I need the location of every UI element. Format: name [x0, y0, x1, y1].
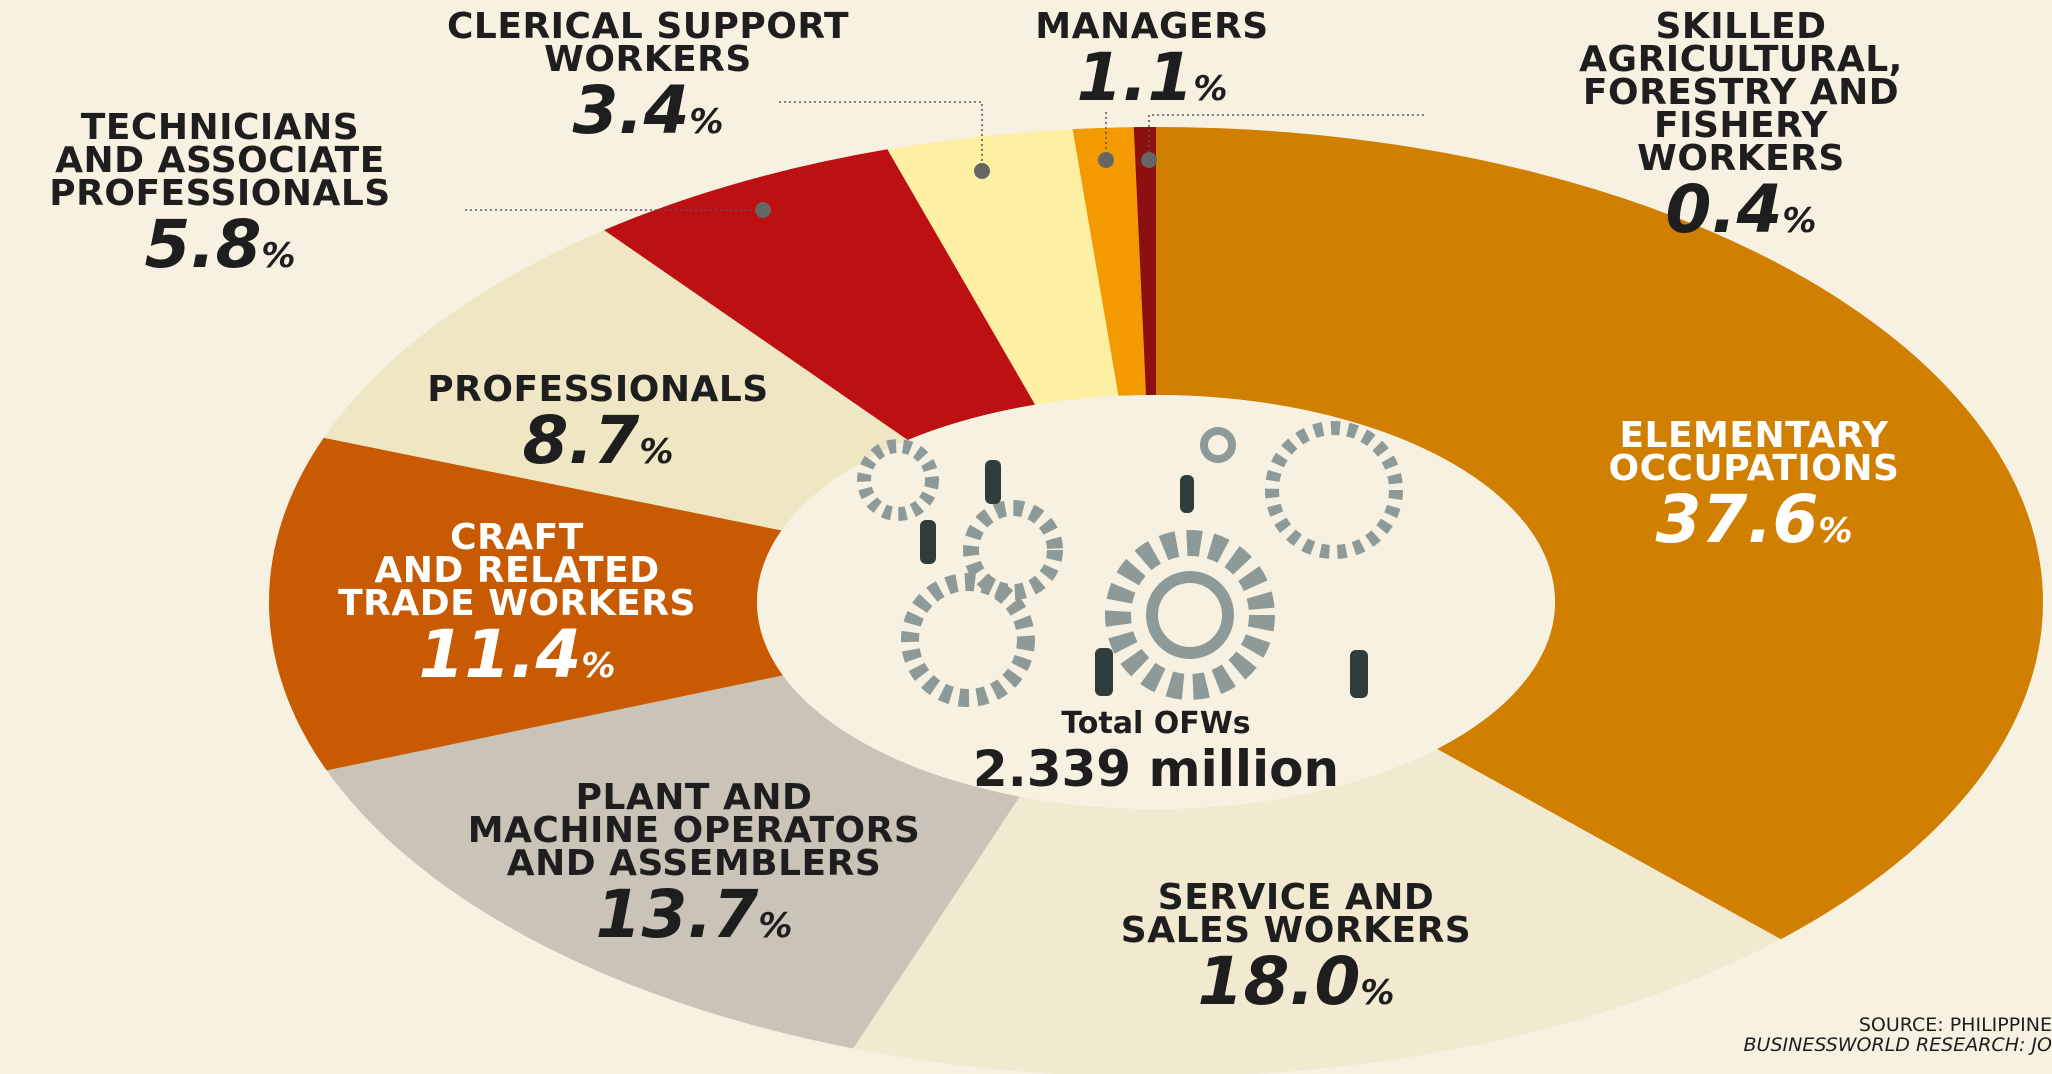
- donut-slice: [887, 129, 1119, 405]
- slice-label: CLERICAL SUPPORT WORKERS 3.4%: [446, 6, 850, 157]
- center-value: 2.339 million: [972, 740, 1340, 798]
- category-name: TECHNICIANS AND ASSOCIATE PROFESSIONALS: [49, 107, 391, 214]
- slice-label: PROFESSIONALS 8.7%: [427, 369, 769, 487]
- center-illustration: [857, 421, 1403, 707]
- slice-label: PLANT AND MACHINE OPERATORS AND ASSEMBLE…: [467, 777, 921, 961]
- value-label: 13.7%: [595, 876, 793, 953]
- category-name: SKILLED AGRICULTURAL, FORESTRY AND FISHE…: [1579, 6, 1903, 179]
- donut-slice: [1072, 127, 1146, 396]
- gear: [857, 439, 939, 521]
- slice-label: CRAFT AND RELATED TRADE WORKERS 11.4%: [338, 517, 696, 701]
- gear: [1146, 571, 1234, 659]
- value-label: 11.4%: [418, 616, 616, 693]
- donut-slice: [1156, 127, 2043, 940]
- leader-dot: [1141, 152, 1157, 168]
- leader-line: [1148, 114, 1424, 160]
- gear: [1200, 427, 1236, 463]
- category-name: PROFESSIONALS: [427, 369, 769, 410]
- leader-dot: [755, 202, 771, 218]
- figure: [985, 460, 1001, 504]
- value-label: 1.1%: [1076, 39, 1228, 116]
- slice-label: ELEMENTARY OCCUPATIONS 37.6%: [1608, 415, 1900, 566]
- slice-label: TECHNICIANS AND ASSOCIATE PROFESSIONALS 5…: [49, 107, 391, 291]
- slice-label: MANAGERS 1.1%: [1035, 6, 1269, 124]
- leader-dot: [974, 163, 990, 179]
- gear: [1265, 421, 1403, 559]
- value-label: 0.4%: [1665, 171, 1817, 248]
- category-name: CLERICAL SUPPORT WORKERS: [446, 6, 850, 80]
- figures: [920, 460, 1368, 698]
- category-name: CRAFT AND RELATED TRADE WORKERS: [338, 517, 696, 624]
- value-label: 3.4%: [572, 72, 724, 149]
- gear: [1105, 530, 1275, 700]
- figure: [1350, 650, 1368, 698]
- donut-slice: [604, 149, 1036, 440]
- donut-slice: [269, 437, 783, 771]
- gear: [901, 573, 1035, 707]
- gear: [963, 500, 1063, 600]
- donut-slice: [1133, 127, 1156, 396]
- figure: [920, 520, 936, 564]
- figure: [1095, 648, 1113, 696]
- category-name: PLANT AND MACHINE OPERATORS AND ASSEMBLE…: [467, 777, 921, 884]
- figure: [1180, 475, 1194, 513]
- leader-dot: [1098, 152, 1114, 168]
- center-label: Total OFWs: [1061, 706, 1251, 741]
- source: SOURCE: PHILIPPINE: [1858, 1014, 2052, 1036]
- value-label: 5.8%: [144, 206, 296, 283]
- slice-label: SKILLED AGRICULTURAL, FORESTRY AND FISHE…: [1579, 6, 1903, 256]
- category-name: MANAGERS: [1035, 6, 1269, 47]
- category-name: ELEMENTARY OCCUPATIONS: [1608, 415, 1900, 489]
- value-label: 37.6%: [1655, 481, 1853, 558]
- value-label: 18.0%: [1197, 943, 1395, 1020]
- source: BUSINESSWORLD RESEARCH: JO: [1743, 1034, 2052, 1056]
- donut-slice: [853, 748, 1781, 1074]
- donut-slice: [323, 230, 908, 531]
- category-name: SERVICE AND SALES WORKERS: [1120, 877, 1472, 951]
- value-label: 8.7%: [522, 402, 674, 479]
- donut-slice: [326, 675, 1020, 1049]
- slice-label: SERVICE AND SALES WORKERS 18.0%: [1120, 877, 1472, 1028]
- leader-dots: [755, 152, 1157, 218]
